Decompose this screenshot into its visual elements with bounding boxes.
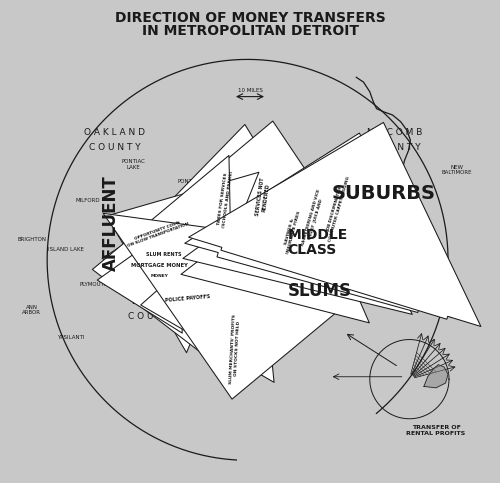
Text: RACKETEERING AND VICE
USURY  JUICE AND: RACKETEERING AND VICE USURY JUICE AND [301, 189, 326, 248]
Text: ANN
ARBOR: ANN ARBOR [22, 305, 41, 315]
Text: DEARBORN
HTS.: DEARBORN HTS. [161, 305, 192, 315]
Text: SLUMS: SLUMS [288, 282, 352, 300]
Text: REDFORD: REDFORD [138, 286, 164, 291]
Text: 6 MILES: 6 MILES [281, 255, 289, 271]
Text: TRANSFER OF
RENTAL PROFITS: TRANSFER OF RENTAL PROFITS [406, 425, 466, 436]
Text: DIRECTION OF MONEY TRANSFERS: DIRECTION OF MONEY TRANSFERS [114, 11, 386, 25]
Text: SERVICES NOT
RENDERED: SERVICES NOT RENDERED [256, 177, 272, 217]
Text: C O U N T Y: C O U N T Y [128, 312, 179, 321]
Text: YPSILANTI: YPSILANTI [56, 335, 84, 340]
Text: BLOOMFIELD
HILLS: BLOOMFIELD HILLS [162, 206, 198, 217]
Text: IN METROPOLITAN DETROIT: IN METROPOLITAN DETROIT [142, 25, 358, 38]
Text: C O U N T Y: C O U N T Y [89, 143, 141, 152]
Text: TROY: TROY [255, 216, 269, 221]
Text: PLYMOUTH: PLYMOUTH [80, 282, 109, 286]
Text: AFFLUENT: AFFLUENT [102, 175, 120, 271]
Text: POLICE PAYOFFS: POLICE PAYOFFS [164, 294, 210, 303]
Text: NEW
BALTIMORE: NEW BALTIMORE [442, 165, 472, 175]
Text: SUBURBS: SUBURBS [331, 184, 435, 203]
Text: 14 MILES: 14 MILES [254, 227, 260, 247]
Polygon shape [424, 365, 448, 388]
Text: O A K L A N D: O A K L A N D [84, 128, 146, 137]
Text: FARMINGTON: FARMINGTON [124, 250, 161, 255]
Text: MONEY: MONEY [150, 274, 168, 278]
Text: 10 MILES: 10 MILES [238, 88, 262, 93]
Text: MORTGAGE MONEY: MORTGAGE MONEY [131, 263, 188, 268]
Text: SAVINGS &
INSURANCE FIRES: SAVINGS & INSURANCE FIRES [282, 209, 302, 255]
Text: PONTIAC
LAKE: PONTIAC LAKE [121, 159, 145, 170]
Text: W A Y N E: W A Y N E [132, 298, 176, 306]
Text: C O U N T Y: C O U N T Y [369, 143, 420, 152]
Text: MIDDLE
CLASS: MIDDLE CLASS [288, 228, 348, 257]
Text: SOUTHFIELD: SOUTHFIELD [148, 238, 182, 243]
Text: ISLAND LAKE: ISLAND LAKE [48, 247, 84, 252]
Text: ROCHESTER: ROCHESTER [268, 172, 302, 177]
Text: OPPORTUNITY COST
ON SLOW TRANSPORTATION: OPPORTUNITY COST ON SLOW TRANSPORTATION [125, 218, 190, 248]
Text: SLUM MERCHANTS' PROFITS
ON STOCKS NOT HELD: SLUM MERCHANTS' PROFITS ON STOCKS NOT HE… [230, 313, 241, 384]
Text: MILFORD: MILFORD [76, 198, 100, 203]
Text: M A C O M B: M A C O M B [367, 128, 422, 137]
Text: BRIGHTON: BRIGHTON [17, 237, 46, 242]
Text: SLUM RENTS: SLUM RENTS [146, 252, 182, 256]
Text: JOB DISCRIMINATION
COMMUTER CARPETBAGGING: JOB DISCRIMINATION COMMUTER CARPETBAGGIN… [324, 175, 351, 242]
Text: TAXES FOR SERVICES
(SCHOOLS AND PARKS): TAXES FOR SERVICES (SCHOOLS AND PARKS) [217, 170, 234, 228]
Text: PONTIAC: PONTIAC [178, 179, 202, 184]
